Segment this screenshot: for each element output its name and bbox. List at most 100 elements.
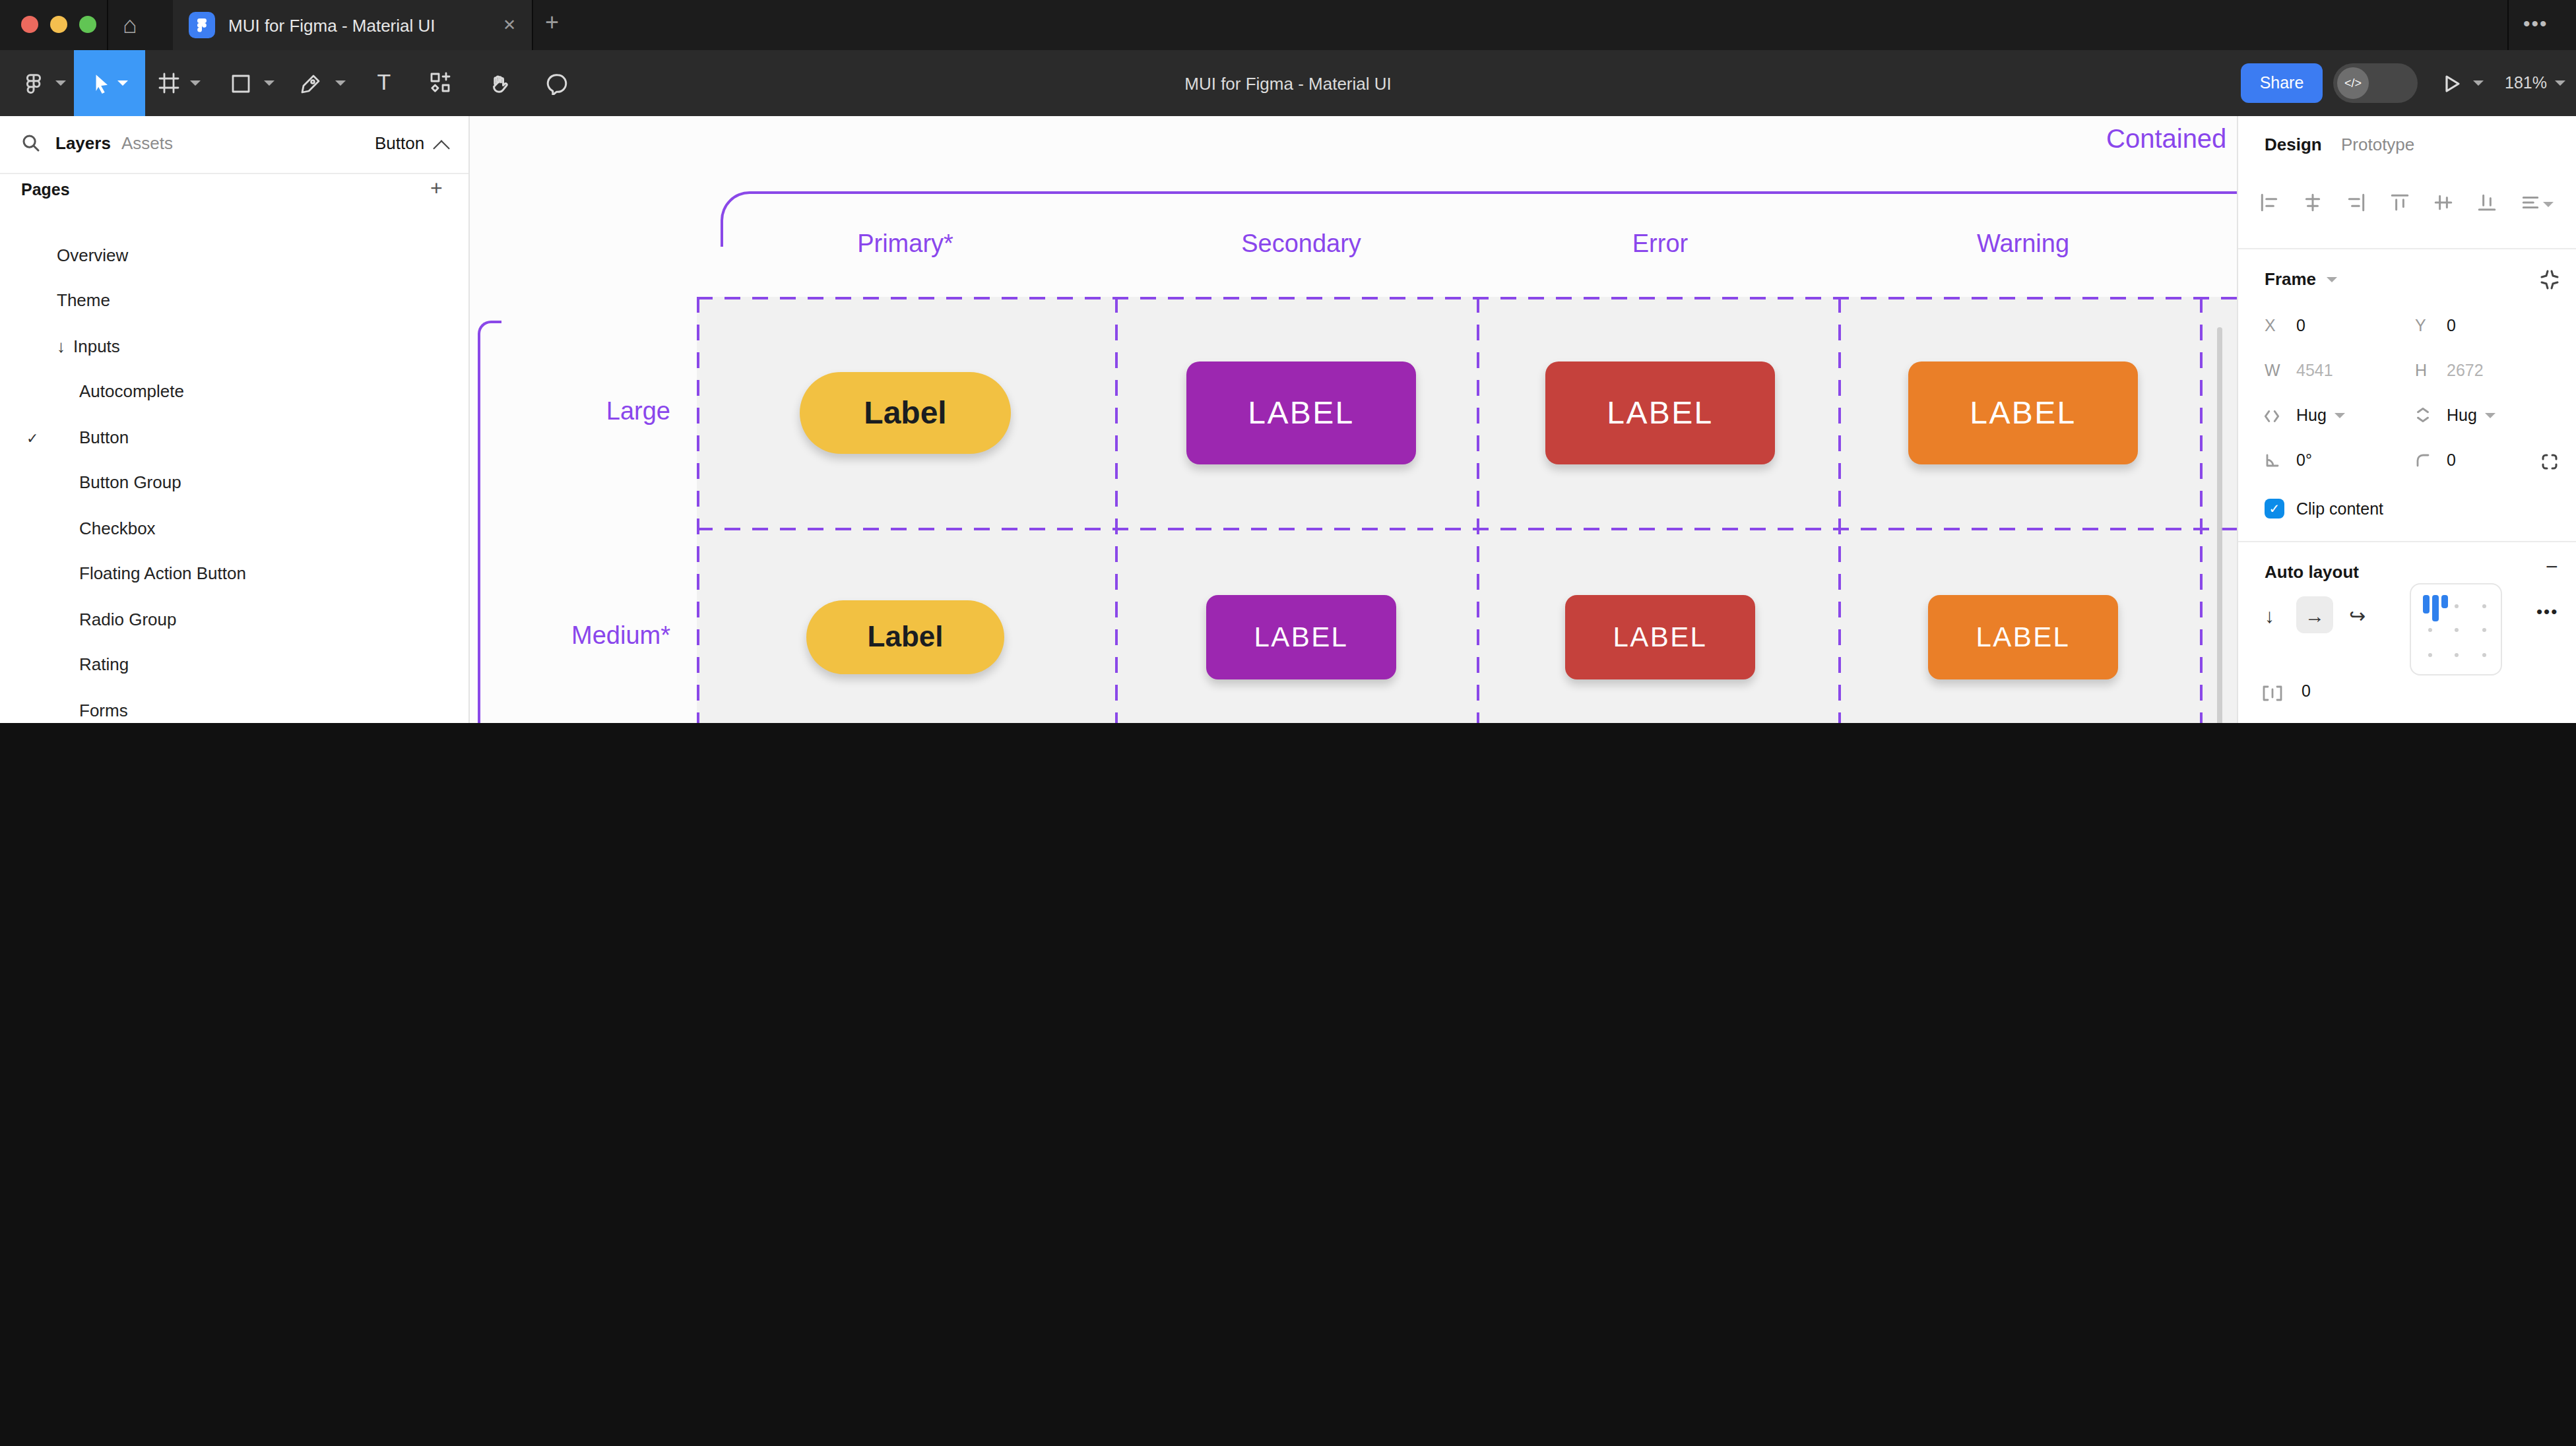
frame-tool-chevron-icon[interactable]	[187, 50, 203, 116]
page-item-checkbox[interactable]: Checkbox	[0, 513, 548, 545]
distribute-icon[interactable]	[2521, 193, 2554, 218]
remove-auto-layout-icon[interactable]: −	[2546, 555, 2558, 579]
x-value[interactable]: 0	[2296, 317, 2305, 335]
add-page-icon[interactable]: +	[430, 177, 443, 201]
canvas-scrollbar[interactable]	[2217, 327, 2222, 723]
main-menu-chevron-icon[interactable]	[53, 50, 69, 116]
page-item-button[interactable]: ✓Button	[0, 422, 548, 454]
components-tool-icon[interactable]	[425, 50, 457, 116]
alignment-widget[interactable]	[2410, 583, 2502, 676]
clip-content-label: Clip content	[2296, 500, 2383, 519]
file-tab[interactable]: MUI for Figma - Material UI ✕	[173, 0, 532, 50]
button-large-primary[interactable]: Label	[800, 372, 1011, 454]
corner-radius-value[interactable]: 0	[2447, 451, 2456, 470]
window-close-button[interactable]	[21, 16, 38, 33]
page-item-floating-action-button[interactable]: Floating Action Button	[0, 558, 548, 590]
zoom-chevron-icon[interactable]	[2552, 50, 2568, 116]
grid-line	[697, 297, 2237, 299]
tab-layers[interactable]: Layers	[55, 133, 111, 153]
comment-tool-icon[interactable]	[541, 50, 573, 116]
page-item-theme[interactable]: Theme	[0, 285, 525, 317]
move-tool-button[interactable]	[74, 50, 145, 116]
button-medium-secondary[interactable]: LABEL	[1206, 595, 1396, 679]
align-horizontal-center-icon[interactable]	[2303, 193, 2323, 218]
home-icon[interactable]: ⌂	[123, 11, 137, 40]
align-left-icon[interactable]	[2259, 193, 2279, 218]
page-item-button-group[interactable]: Button Group	[0, 467, 548, 499]
pen-tool-chevron-icon[interactable]	[333, 50, 348, 116]
clip-content-checkbox[interactable]: ✓	[2265, 499, 2284, 519]
collapse-arrow-icon[interactable]: ↓	[57, 336, 65, 356]
search-icon[interactable]	[21, 133, 41, 158]
dev-mode-icon: </>	[2337, 67, 2369, 99]
align-right-icon[interactable]	[2346, 193, 2366, 218]
button-medium-error[interactable]: LABEL	[1565, 595, 1755, 679]
canvas[interactable]: Contained Primary* Secondary Error Warni…	[470, 116, 2237, 723]
auto-layout-header: Auto layout	[2265, 562, 2359, 582]
y-value[interactable]: 0	[2447, 317, 2456, 335]
layout-wrap-icon[interactable]: ↩	[2349, 604, 2366, 628]
sidebar-header: Layers Assets Button	[0, 116, 468, 174]
page-item-autocomplete[interactable]: Autocomplete	[0, 376, 548, 408]
layout-vertical-icon[interactable]: ↓	[2265, 604, 2274, 627]
page-item-radio-group[interactable]: Radio Group	[0, 604, 548, 636]
hand-tool-icon[interactable]	[483, 50, 515, 116]
horizontal-sizing-icon	[2262, 406, 2282, 430]
present-play-icon[interactable]	[2439, 50, 2465, 116]
button-large-secondary[interactable]: LABEL	[1186, 362, 1416, 464]
tab-assets[interactable]: Assets	[121, 133, 173, 153]
rotation-value[interactable]: 0°	[2296, 451, 2312, 470]
shape-tool-icon[interactable]	[227, 50, 253, 116]
button-large-warning[interactable]: LABEL	[1908, 362, 2138, 464]
chevron-up-icon[interactable]	[433, 140, 449, 156]
text-tool-icon[interactable]: T	[370, 50, 399, 116]
page-selector[interactable]: Button	[375, 133, 424, 153]
titlebar-divider	[532, 0, 533, 50]
present-chevron-icon[interactable]	[2470, 50, 2486, 116]
page-item-overview[interactable]: Overview	[0, 240, 525, 272]
frame-tool-icon[interactable]	[156, 50, 182, 116]
zoom-level[interactable]: 181%	[2502, 50, 2550, 116]
align-vertical-center-icon[interactable]	[2433, 193, 2453, 218]
grid-line	[2200, 297, 2203, 723]
dev-mode-toggle[interactable]: </>	[2333, 63, 2418, 103]
gap-value[interactable]: 0	[2302, 682, 2311, 701]
share-button[interactable]: Share	[2241, 63, 2323, 103]
page-item-forms[interactable]: Forms	[0, 695, 548, 723]
window-zoom-button[interactable]	[79, 16, 96, 33]
page-item-rating[interactable]: Rating	[0, 649, 548, 681]
column-header-warning: Warning	[1865, 230, 2181, 259]
frame-title[interactable]: Contained	[2106, 124, 2226, 154]
height-value[interactable]: 2672	[2447, 362, 2484, 380]
button-medium-primary[interactable]: Label	[806, 600, 1004, 674]
tab-design[interactable]: Design	[2265, 135, 2322, 154]
column-header-secondary: Secondary	[1143, 230, 1460, 259]
tab-close-icon[interactable]: ✕	[503, 16, 516, 34]
layout-horizontal-icon[interactable]: →	[2296, 596, 2333, 633]
gap-icon	[2262, 683, 2283, 707]
horizontal-sizing-dropdown[interactable]: Hug	[2296, 406, 2345, 425]
shape-tool-chevron-icon[interactable]	[261, 50, 277, 116]
right-inspector-panel: Design Prototype Frame X 0 Y 0 W 4541 H …	[2237, 116, 2576, 723]
new-tab-button[interactable]: +	[545, 9, 559, 37]
vertical-sizing-icon	[2414, 405, 2432, 430]
page-item-inputs[interactable]: ↓Inputs	[0, 331, 525, 363]
corner-radius-icon	[2414, 451, 2432, 475]
frame-type-dropdown[interactable]: Frame	[2265, 269, 2336, 289]
align-bottom-icon[interactable]	[2477, 193, 2497, 218]
button-medium-warning[interactable]: LABEL	[1928, 595, 2118, 679]
button-large-error[interactable]: LABEL	[1545, 362, 1775, 464]
main-menu-icon[interactable]	[13, 50, 53, 116]
independent-corners-icon[interactable]	[2539, 451, 2560, 478]
titlebar-overflow-menu-icon[interactable]: •••	[2523, 12, 2548, 34]
align-top-icon[interactable]	[2390, 193, 2410, 218]
auto-layout-more-icon[interactable]: •••	[2536, 602, 2558, 621]
pen-tool-icon[interactable]	[298, 50, 325, 116]
vertical-sizing-dropdown[interactable]: Hug	[2447, 406, 2496, 425]
window-minimize-button[interactable]	[50, 16, 67, 33]
width-value[interactable]: 4541	[2296, 362, 2333, 380]
shrink-to-fit-icon[interactable]	[2539, 269, 2560, 296]
tab-prototype[interactable]: Prototype	[2341, 135, 2414, 154]
height-label: H	[2415, 362, 2427, 380]
current-page-check-icon: ✓	[26, 422, 38, 454]
